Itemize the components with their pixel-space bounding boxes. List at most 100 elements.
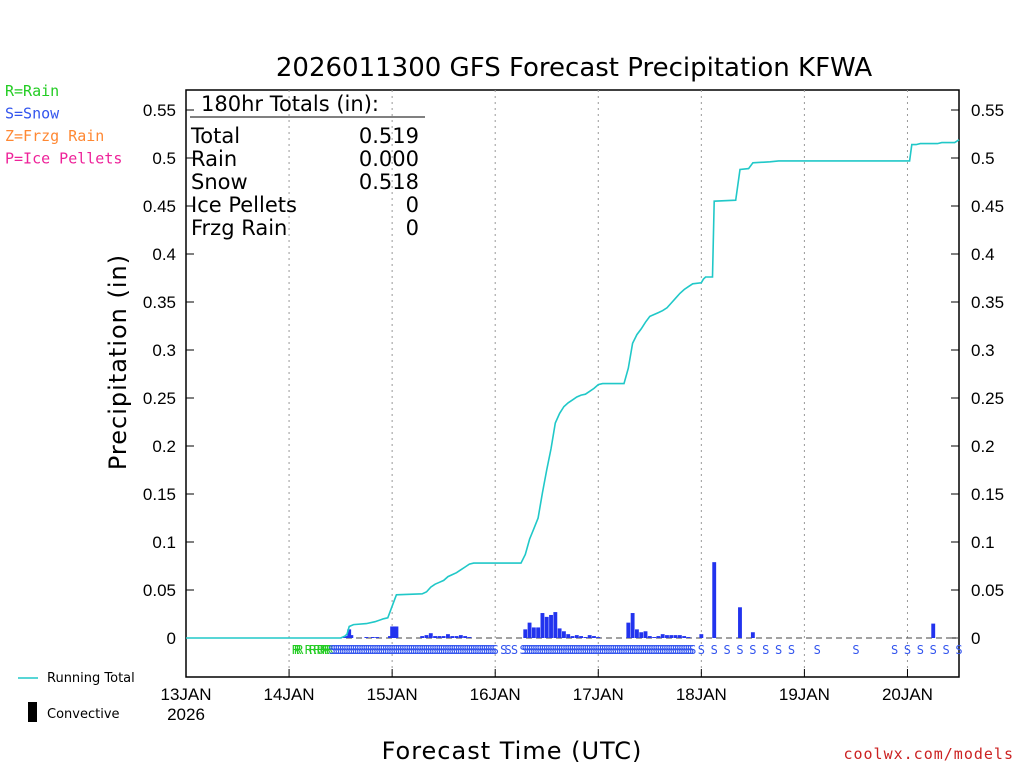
ptype-mark: S bbox=[640, 643, 647, 657]
y-tick-label: 0.1 bbox=[152, 533, 176, 552]
totals-rows: Total 0.519 Rain 0.000 Snow 0.518 Ice Pellets 0… bbox=[190, 124, 419, 240]
ptype-mark: S bbox=[373, 643, 380, 657]
precip-bar bbox=[656, 636, 661, 638]
precip-bar bbox=[437, 636, 442, 638]
ptype-mark: S bbox=[670, 643, 677, 657]
precip-bar bbox=[392, 626, 397, 638]
ptype-mark: S bbox=[481, 643, 488, 657]
ptype-mark: S bbox=[736, 643, 743, 657]
ptype-mark: S bbox=[558, 643, 565, 657]
ptype-mark: S bbox=[620, 643, 627, 657]
precip-bar bbox=[549, 614, 553, 638]
ptype-mark: S bbox=[814, 643, 821, 657]
ptype-mark: S bbox=[638, 643, 645, 657]
ptype-mark: S bbox=[354, 643, 361, 657]
ptype-mark: S bbox=[361, 643, 368, 657]
totals-row-value: 0.519 bbox=[359, 124, 419, 148]
ptype-mark: S bbox=[616, 643, 623, 657]
ptype-legend-item: S=Snow bbox=[5, 105, 60, 123]
ptype-mark: S bbox=[425, 643, 432, 657]
ptype-mark: S bbox=[618, 643, 625, 657]
ptype-mark: R bbox=[296, 643, 304, 657]
ptype-mark: S bbox=[642, 643, 649, 657]
precip-bar bbox=[458, 635, 463, 638]
ptype-mark: S bbox=[500, 643, 507, 657]
y-tick-label-right: 0 bbox=[971, 629, 980, 648]
ptype-mark: S bbox=[569, 643, 576, 657]
y-tick-label-right: 0.2 bbox=[971, 437, 995, 456]
ptype-mark: S bbox=[395, 643, 402, 657]
ptype-mark: S bbox=[444, 643, 451, 657]
ptype-mark: S bbox=[419, 643, 426, 657]
plot-frame bbox=[185, 89, 960, 678]
ptype-mark: S bbox=[930, 643, 937, 657]
ptype-mark: S bbox=[519, 643, 526, 657]
ptype-mark: S bbox=[451, 643, 458, 657]
series-legend: Running Total Convective bbox=[18, 671, 135, 722]
ptype-mark: S bbox=[339, 643, 346, 657]
ptype-mark: S bbox=[565, 643, 572, 657]
x-tick-label: 13JAN bbox=[160, 685, 211, 704]
ptype-mark: S bbox=[401, 643, 408, 657]
ptype-mark: S bbox=[580, 643, 587, 657]
ptype-mark: R bbox=[313, 643, 321, 657]
ptype-mark: S bbox=[571, 643, 578, 657]
ptype-mark: S bbox=[440, 643, 447, 657]
ptype-mark: S bbox=[382, 643, 389, 657]
ptype-mark: S bbox=[917, 643, 924, 657]
ptype-mark: S bbox=[597, 643, 604, 657]
ptype-mark: S bbox=[421, 643, 428, 657]
ptype-mark: S bbox=[468, 643, 475, 657]
precip-bar bbox=[446, 634, 450, 638]
precip-bar bbox=[557, 628, 562, 638]
ptype-mark: R bbox=[294, 643, 302, 657]
ptype-mark: R bbox=[309, 643, 317, 657]
ptype-mark: S bbox=[567, 643, 574, 657]
precip-bar bbox=[523, 629, 528, 638]
precip-bar bbox=[643, 631, 648, 638]
precip-bar bbox=[677, 635, 682, 638]
ptype-mark: S bbox=[393, 643, 400, 657]
gridlines bbox=[288, 90, 908, 677]
ptype-mark: S bbox=[590, 643, 597, 657]
totals-row-value: 0 bbox=[406, 216, 419, 240]
ptype-mark: S bbox=[352, 643, 359, 657]
ptype-mark: S bbox=[575, 643, 582, 657]
precip-bar bbox=[570, 636, 575, 638]
y-tick-label: 0.45 bbox=[143, 197, 176, 216]
ptype-mark: S bbox=[335, 643, 342, 657]
y-axis-right: 0 0.05 0.1 0.15 0.2 0.25 0.3 0.35 0.4 0.45 0.5 0.55 bbox=[951, 101, 1004, 648]
ptype-mark: R bbox=[322, 643, 330, 657]
ptype-mark: S bbox=[601, 643, 608, 657]
ptype-mark: S bbox=[391, 643, 398, 657]
precip-bar bbox=[579, 636, 584, 638]
ptype-mark: S bbox=[674, 643, 681, 657]
y-tick-label: 0 bbox=[167, 629, 176, 648]
precip-bar bbox=[647, 636, 652, 638]
totals-row-label: Frzg Rain bbox=[191, 216, 287, 240]
ptype-mark: S bbox=[350, 643, 357, 657]
ptype-mark: S bbox=[464, 643, 471, 657]
ptype-mark: S bbox=[676, 643, 683, 657]
ptype-mark: S bbox=[942, 643, 949, 657]
ptype-mark: S bbox=[655, 643, 662, 657]
ptype-mark: S bbox=[646, 643, 653, 657]
ptype-mark: S bbox=[582, 643, 589, 657]
ptype-mark: S bbox=[410, 643, 417, 657]
ptype-mark: S bbox=[535, 643, 542, 657]
ptype-mark: S bbox=[485, 643, 492, 657]
ptype-mark: S bbox=[472, 643, 479, 657]
x-tick-label: 17JAN bbox=[573, 685, 624, 704]
totals-row-label: Total bbox=[190, 124, 240, 148]
precip-bar bbox=[454, 636, 459, 638]
ptype-mark: S bbox=[423, 643, 430, 657]
precip-bar bbox=[626, 622, 631, 638]
ptype-mark: S bbox=[384, 643, 391, 657]
ptype-mark: S bbox=[522, 643, 529, 657]
ptype-mark: S bbox=[610, 643, 617, 657]
ptype-legend-item: Z=Frzg Rain bbox=[5, 127, 104, 145]
precip-bar bbox=[682, 636, 687, 638]
ptype-mark: S bbox=[595, 643, 602, 657]
ptype-mark: S bbox=[762, 643, 769, 657]
ptype-mark: S bbox=[573, 643, 580, 657]
